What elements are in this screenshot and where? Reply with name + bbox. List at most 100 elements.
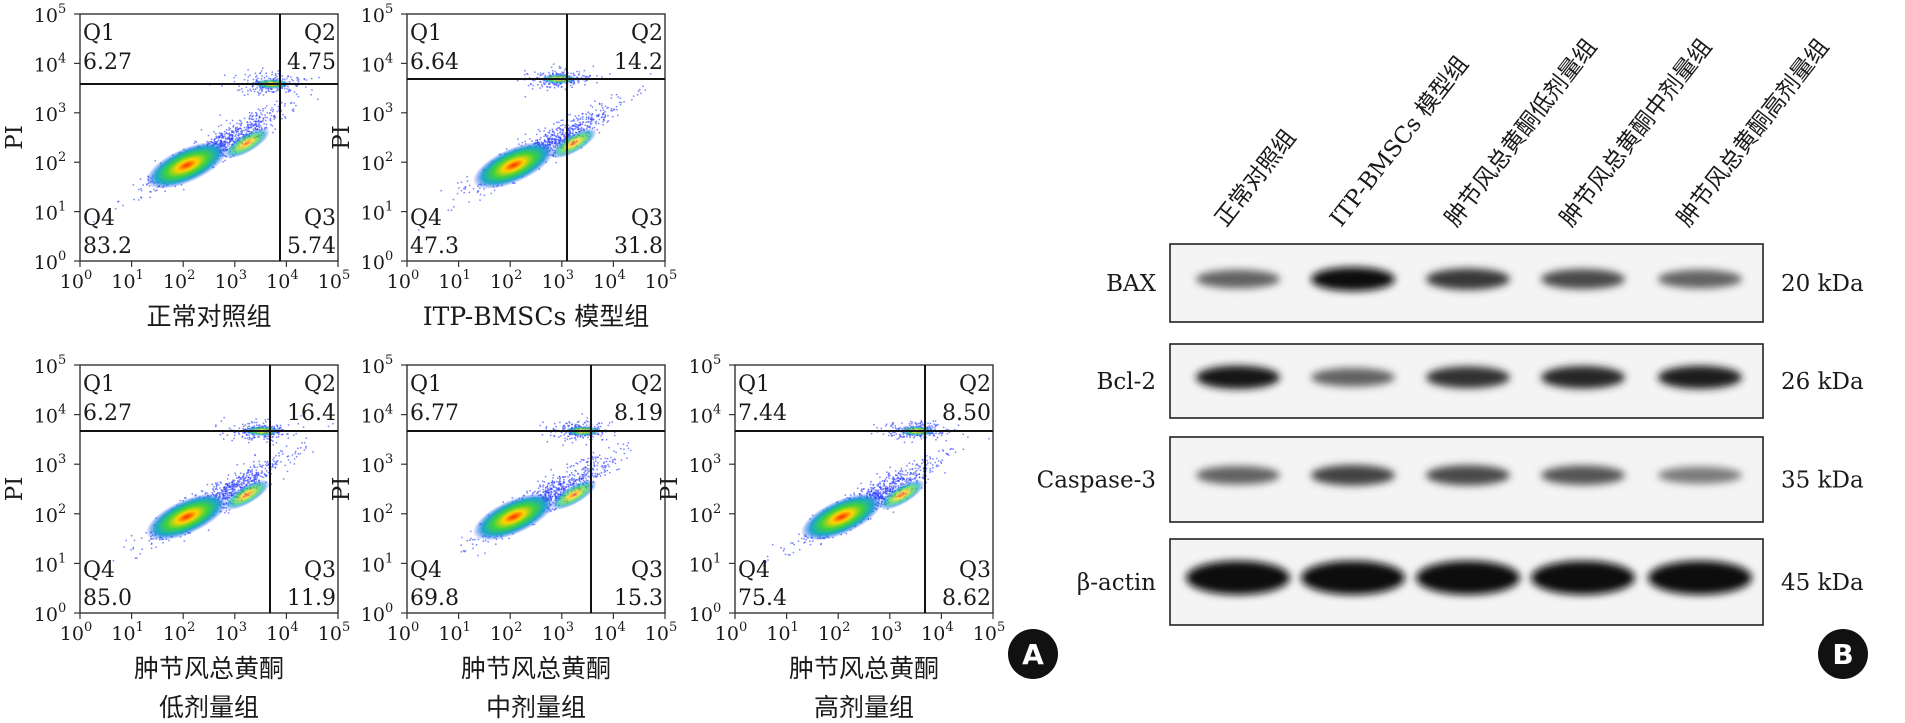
y-tick-exponent: 4 — [385, 403, 393, 418]
x-tick-base: 10 — [818, 623, 842, 645]
y-tick-base: 10 — [34, 5, 58, 27]
plot-title: ITP-BMSCs 模型组 — [423, 302, 649, 331]
y-tick-exponent: 1 — [58, 200, 66, 215]
quadrant-name: Q1 — [410, 21, 442, 46]
y-tick-exponent: 5 — [385, 2, 393, 17]
y-axis-label: PI — [2, 125, 28, 150]
y-tick-label: 103 — [689, 452, 721, 477]
protein-label: BAX — [1106, 271, 1157, 297]
x-tick-label: 105 — [645, 268, 677, 293]
x-tick-base: 10 — [870, 623, 894, 645]
panel-a-label: A — [1022, 638, 1044, 671]
y-tick-exponent: 2 — [385, 150, 393, 165]
y-tick-label: 105 — [34, 2, 66, 27]
y-tick-base: 10 — [361, 505, 385, 527]
quadrant-percent: 14.2 — [614, 50, 663, 75]
y-tick-label: 102 — [689, 502, 721, 527]
x-tick-exponent: 2 — [514, 620, 522, 635]
plot-title: 高剂量组 — [814, 693, 914, 722]
molecular-weight-label: 26 kDa — [1781, 369, 1864, 395]
protein-band — [1426, 366, 1510, 389]
protein-band — [1311, 368, 1395, 387]
x-tick-exponent: 4 — [290, 268, 298, 283]
y-tick-exponent: 3 — [385, 452, 393, 467]
x-tick-base: 10 — [387, 623, 411, 645]
y-tick-base: 10 — [689, 505, 713, 527]
x-tick-label: 103 — [215, 620, 247, 645]
y-tick-base: 10 — [34, 104, 58, 126]
y-tick-label: 105 — [689, 353, 721, 378]
x-tick-exponent: 1 — [463, 268, 471, 283]
y-tick-label: 101 — [34, 200, 66, 225]
y-tick-label: 100 — [361, 601, 393, 626]
x-tick-base: 10 — [60, 623, 84, 645]
y-tick-label: 101 — [689, 551, 721, 576]
x-tick-base: 10 — [645, 623, 669, 645]
x-tick-label: 100 — [387, 620, 419, 645]
y-tick-base: 10 — [361, 604, 385, 626]
y-axis-label: PI — [329, 125, 355, 150]
y-tick-label: 102 — [361, 502, 393, 527]
y-tick-label: 103 — [361, 452, 393, 477]
protein-band — [1186, 560, 1290, 595]
quadrant-percent: 69.8 — [410, 586, 459, 611]
y-axis-label: PI — [329, 477, 355, 502]
x-tick-base: 10 — [973, 623, 997, 645]
x-tick-exponent: 1 — [136, 268, 144, 283]
protein-band — [1311, 464, 1395, 486]
x-tick-exponent: 3 — [894, 620, 902, 635]
quadrant-name: Q4 — [410, 206, 442, 231]
x-tick-exponent: 5 — [669, 620, 677, 635]
x-tick-exponent: 2 — [187, 268, 195, 283]
density-core — [145, 493, 228, 541]
quadrant-name: Q2 — [304, 372, 336, 397]
y-tick-exponent: 1 — [58, 551, 66, 566]
quadrant-percent: 5.74 — [287, 234, 336, 259]
x-tick-exponent: 4 — [617, 268, 625, 283]
x-tick-label: 104 — [593, 268, 625, 293]
y-tick-exponent: 1 — [385, 200, 393, 215]
x-tick-exponent: 2 — [187, 620, 195, 635]
x-tick-base: 10 — [60, 271, 84, 293]
x-tick-exponent: 0 — [84, 268, 92, 283]
quadrant-name: Q1 — [410, 372, 442, 397]
quadrant-percent: 83.2 — [83, 234, 132, 259]
y-tick-base: 10 — [689, 455, 713, 477]
x-tick-exponent: 0 — [84, 620, 92, 635]
y-tick-label: 100 — [34, 249, 66, 274]
x-tick-exponent: 0 — [411, 268, 419, 283]
quadrant-percent: 31.8 — [614, 234, 663, 259]
x-tick-exponent: 3 — [239, 620, 247, 635]
panel-b-label: B — [1832, 638, 1853, 671]
quadrant-name: Q4 — [738, 558, 770, 583]
y-tick-label: 101 — [361, 551, 393, 576]
y-tick-base: 10 — [34, 554, 58, 576]
protein-band — [1301, 560, 1405, 595]
y-tick-label: 104 — [361, 51, 393, 76]
protein-band — [1196, 365, 1280, 389]
western-blot-panel: 正常对照组 ITP-BMSCs 模型组肿节风总黄酮低剂量组肿节风总黄酮中剂量组肿节… — [1037, 34, 1864, 626]
y-tick-base: 10 — [34, 406, 58, 428]
x-tick-exponent: 2 — [514, 268, 522, 283]
y-tick-exponent: 2 — [58, 150, 66, 165]
quadrant-percent: 85.0 — [83, 586, 132, 611]
protein-band — [1648, 560, 1752, 595]
x-tick-base: 10 — [542, 271, 566, 293]
x-tick-label: 102 — [818, 620, 850, 645]
y-tick-exponent: 2 — [713, 502, 721, 517]
x-tick-base: 10 — [318, 271, 342, 293]
quadrant-percent: 11.9 — [287, 586, 336, 611]
y-axis-label: PI — [2, 477, 28, 502]
x-tick-exponent: 4 — [617, 620, 625, 635]
x-tick-exponent: 4 — [290, 620, 298, 635]
blot-row: Caspase-3 35 kDa — [1037, 436, 1864, 523]
y-tick-base: 10 — [361, 252, 385, 274]
plot-frame — [79, 364, 339, 614]
y-tick-base: 10 — [34, 356, 58, 378]
x-tick-base: 10 — [111, 271, 135, 293]
x-tick-exponent: 1 — [463, 620, 471, 635]
x-tick-label: 105 — [973, 620, 1005, 645]
